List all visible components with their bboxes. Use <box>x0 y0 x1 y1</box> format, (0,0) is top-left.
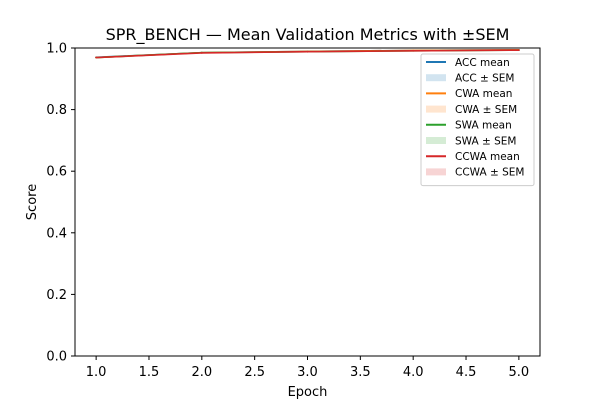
data-point <box>200 52 203 54</box>
x-tick-label: 4.5 <box>456 365 477 380</box>
legend-band-swatch <box>426 168 446 176</box>
y-tick-label: 0.2 <box>46 288 67 303</box>
y-tick-label: 0.4 <box>46 226 67 241</box>
y-tick-label: 0.6 <box>46 165 67 180</box>
data-point <box>306 50 309 53</box>
x-tick-label: 4.0 <box>403 365 424 380</box>
x-tick-label: 1.0 <box>86 365 107 380</box>
y-tick-label: 1.0 <box>46 42 67 57</box>
legend-label: SWA mean <box>455 120 512 132</box>
legend-band-swatch <box>426 137 446 144</box>
legend-label: SWA ± SEM <box>455 135 517 147</box>
legend-band-swatch <box>426 105 446 113</box>
chart-title: SPR_BENCH — Mean Validation Metrics with… <box>106 25 510 45</box>
legend-label: CCWA mean <box>455 151 520 163</box>
data-point <box>412 49 415 52</box>
y-tick-label: 0.0 <box>46 350 67 365</box>
y-tick-label: 0.8 <box>46 103 67 118</box>
x-tick-label: 3.5 <box>350 365 371 380</box>
x-tick-label: 2.5 <box>244 365 265 380</box>
y-axis-label: Score <box>25 184 40 220</box>
legend-label: CWA ± SEM <box>455 104 517 116</box>
legend-label: CWA mean <box>455 88 512 100</box>
x-tick-label: 5.0 <box>509 365 530 380</box>
legend-label: CCWA ± SEM <box>455 167 525 179</box>
legend-box <box>420 53 535 187</box>
y-axis-ticks: 0.0 0.2 0.4 0.6 0.8 1.0 <box>46 42 75 365</box>
x-axis-label: Epoch <box>288 385 328 400</box>
x-tick-label: 3.0 <box>297 365 318 380</box>
x-axis-ticks: 1.0 1.5 2.0 2.5 3.0 3.5 4.0 4.5 5.0 <box>86 356 529 380</box>
legend-label: ACC ± SEM <box>455 73 515 85</box>
x-tick-label: 2.0 <box>191 365 212 380</box>
data-point <box>95 56 98 59</box>
legend-band-swatch <box>426 74 446 82</box>
legend: ACC mean ACC ± SEM CWA mean CWA ± SEM SWA me… <box>420 53 535 187</box>
data-point <box>517 49 520 52</box>
legend-label: ACC mean <box>455 57 510 69</box>
x-tick-label: 1.5 <box>139 365 160 380</box>
series-lines <box>95 48 520 59</box>
